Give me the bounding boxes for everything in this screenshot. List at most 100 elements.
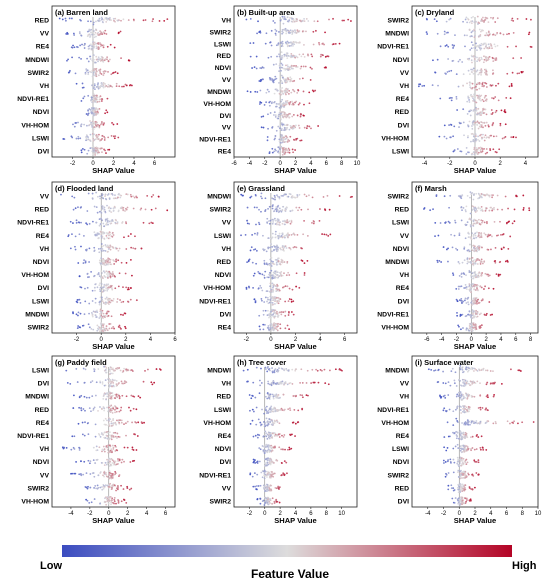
- shap-point: [246, 261, 248, 263]
- shap-point: [78, 57, 80, 59]
- shap-point: [275, 88, 277, 90]
- feature-label: VV: [222, 220, 232, 227]
- shap-point: [264, 104, 266, 106]
- shap-point: [113, 298, 115, 300]
- shap-point: [479, 126, 481, 128]
- shap-point: [274, 407, 276, 409]
- shap-point: [286, 369, 288, 371]
- shap-point: [119, 327, 121, 329]
- shap-point: [100, 33, 102, 35]
- panel-title: (h) Tree cover: [237, 358, 286, 367]
- shap-point: [286, 91, 288, 93]
- shap-point: [470, 35, 472, 37]
- shap-point: [269, 451, 271, 453]
- shap-point: [111, 235, 113, 237]
- panels-group: (a) Barren landREDVVRE4MNDWISWIR2VHNDVI-…: [17, 6, 542, 525]
- shap-point: [96, 59, 98, 61]
- shap-point: [255, 424, 257, 426]
- shap-point: [274, 473, 276, 475]
- shap-point: [463, 73, 465, 75]
- shap-point: [275, 116, 277, 118]
- shap-point: [133, 19, 135, 21]
- shap-point: [466, 315, 468, 317]
- shap-point: [270, 311, 272, 313]
- shap-point: [279, 207, 281, 209]
- shap-point: [261, 290, 263, 292]
- shap-point: [138, 395, 140, 397]
- shap-point: [276, 421, 278, 423]
- shap-point: [132, 247, 134, 249]
- shap-point: [451, 60, 453, 62]
- shap-point: [80, 222, 82, 224]
- shap-point: [147, 369, 149, 371]
- shap-point: [278, 300, 280, 302]
- shap-point: [279, 127, 281, 129]
- shap-point: [87, 95, 89, 97]
- shap-point: [128, 235, 130, 237]
- shap-point: [75, 207, 77, 209]
- shap-point: [289, 407, 291, 409]
- shap-point: [279, 111, 281, 113]
- shap-point: [476, 95, 478, 97]
- shap-point: [106, 316, 108, 318]
- shap-point: [469, 191, 471, 193]
- shap-point: [103, 270, 105, 272]
- shap-point: [116, 383, 118, 385]
- shap-point: [80, 149, 82, 151]
- shap-point: [85, 136, 87, 138]
- shap-point: [465, 284, 467, 286]
- shap-point: [281, 129, 283, 131]
- shap-point: [256, 207, 258, 209]
- shap-point: [276, 284, 278, 286]
- shap-point: [268, 448, 270, 450]
- shap-point: [90, 29, 92, 31]
- shap-point: [299, 102, 301, 104]
- shap-point: [303, 44, 305, 46]
- shap-point: [288, 196, 290, 198]
- shap-point: [483, 43, 485, 45]
- shap-point: [283, 250, 285, 252]
- shap-point: [263, 451, 265, 453]
- shap-point: [284, 69, 286, 71]
- feature-label: LSWI: [392, 220, 409, 227]
- shap-point: [481, 222, 483, 224]
- shap-point: [282, 472, 284, 474]
- feature-label: NDVI: [33, 259, 49, 266]
- shap-point: [110, 398, 112, 400]
- shap-point: [477, 263, 479, 265]
- shap-point: [296, 92, 298, 94]
- shap-point: [486, 86, 488, 88]
- shap-point: [278, 211, 280, 213]
- shap-point: [291, 56, 293, 58]
- shap-point: [70, 221, 72, 223]
- shap-point: [281, 58, 283, 60]
- shap-point: [275, 259, 277, 261]
- shap-point: [112, 445, 114, 447]
- panel-1: (b) Built-up areaVHSWIR2LSWIREDNDVIVVMND…: [199, 6, 361, 175]
- shap-point: [287, 232, 289, 234]
- shap-point: [111, 327, 113, 329]
- shap-point: [279, 311, 281, 313]
- shap-point: [261, 273, 263, 275]
- shap-point: [79, 449, 81, 451]
- shap-point: [526, 18, 528, 20]
- shap-point: [273, 210, 275, 212]
- shap-point: [254, 91, 256, 93]
- shap-point: [475, 43, 477, 45]
- shap-point: [151, 196, 153, 198]
- feature-label: VH-HOM: [203, 285, 231, 292]
- shap-point: [522, 71, 524, 73]
- shap-point: [249, 197, 251, 199]
- shap-point: [482, 126, 484, 128]
- shap-point: [497, 17, 499, 19]
- shap-point: [304, 262, 306, 264]
- shap-point: [483, 48, 485, 50]
- shap-point: [270, 477, 272, 479]
- shap-point: [289, 149, 291, 151]
- shap-point: [477, 121, 479, 123]
- shap-point: [446, 21, 448, 23]
- shap-point: [266, 465, 268, 467]
- shap-point: [92, 76, 94, 78]
- shap-point: [302, 382, 304, 384]
- shap-point: [281, 259, 283, 261]
